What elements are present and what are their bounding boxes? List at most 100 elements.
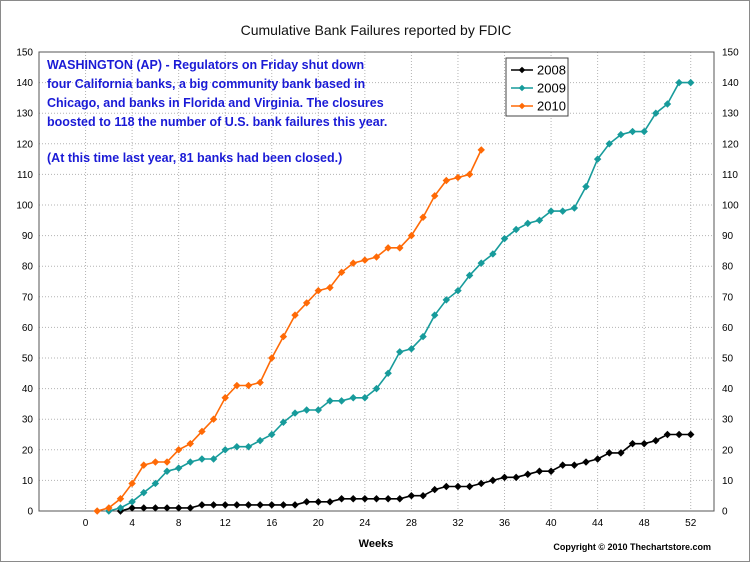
- data-point-2008: [174, 504, 183, 512]
- data-point-2009: [547, 207, 555, 215]
- data-point-2009: [663, 100, 672, 108]
- news-annotation: WASHINGTON (AP) - Regulators on Friday s…: [47, 58, 387, 165]
- data-point-2010: [384, 244, 392, 252]
- data-point-2010: [198, 427, 206, 436]
- y-tick-label-left: 90: [22, 231, 34, 242]
- data-point-2008: [361, 495, 369, 503]
- data-point-2010: [256, 378, 264, 387]
- data-point-2009: [256, 436, 264, 445]
- series-line-2010: [96, 149, 482, 512]
- data-point-2008: [686, 430, 695, 439]
- data-point-2009: [524, 219, 532, 228]
- data-point-2008: [140, 504, 148, 512]
- y-tick-label-right: 130: [722, 109, 739, 120]
- data-point-2009: [558, 207, 567, 215]
- y-tick-label-left: 120: [16, 139, 33, 150]
- data-point-2009: [221, 446, 229, 454]
- data-point-2008: [419, 491, 427, 500]
- data-point-2010: [477, 146, 485, 154]
- annotation-line: four California banks, a big community b…: [47, 77, 365, 91]
- data-point-2008: [256, 501, 264, 509]
- data-point-2008: [489, 476, 497, 485]
- data-point-2008: [337, 495, 346, 503]
- data-point-2010: [116, 495, 125, 503]
- data-point-2009: [640, 127, 648, 136]
- data-point-2009: [186, 458, 195, 466]
- y-tick-label-left: 70: [22, 292, 34, 303]
- y-tick-label-right: 10: [722, 476, 734, 487]
- data-point-2008: [186, 504, 195, 512]
- legend-label-2008: 2008: [537, 63, 566, 78]
- data-point-2009: [151, 479, 160, 488]
- y-tick-label-right: 60: [722, 323, 734, 334]
- copyright-text: Copyright © 2010 Thechartstore.com: [553, 542, 711, 552]
- x-tick-label: 32: [452, 518, 464, 529]
- x-tick-label: 20: [313, 518, 325, 529]
- data-point-2009: [430, 311, 439, 319]
- data-point-2010: [419, 213, 427, 221]
- data-point-2008: [628, 439, 637, 448]
- data-point-2009: [174, 464, 183, 472]
- data-point-2008: [209, 501, 218, 509]
- y-tick-label-left: 40: [22, 384, 34, 395]
- y-tick-label-right: 20: [722, 445, 734, 456]
- data-point-2010: [361, 256, 369, 264]
- data-point-2010: [372, 253, 381, 261]
- data-point-2010: [221, 394, 229, 402]
- data-point-2008: [163, 504, 171, 512]
- x-tick-label: 36: [499, 518, 511, 529]
- y-tick-label-left: 30: [22, 415, 34, 426]
- data-point-2009: [163, 467, 171, 475]
- data-point-2010: [430, 192, 439, 200]
- x-tick-label: 44: [592, 518, 604, 529]
- x-tick-label: 48: [639, 518, 651, 529]
- y-tick-label-right: 110: [722, 170, 738, 181]
- data-point-2008: [593, 455, 602, 463]
- data-point-2009: [442, 296, 451, 304]
- data-point-2008: [465, 482, 474, 491]
- annotation-line: boosted to 118 the number of U.S. bank f…: [47, 115, 387, 129]
- data-point-2009: [291, 409, 299, 417]
- x-tick-label: 28: [406, 518, 418, 529]
- data-point-2008: [617, 449, 625, 457]
- data-point-2010: [396, 244, 404, 252]
- data-point-2008: [454, 482, 462, 491]
- data-point-2009: [419, 332, 427, 341]
- data-point-2008: [640, 439, 648, 448]
- x-axis-label: Weeks: [359, 538, 394, 550]
- data-point-2009: [454, 286, 462, 295]
- data-point-2009: [372, 384, 381, 393]
- legend: 2008 2009 2010: [505, 57, 569, 117]
- data-point-2009: [593, 155, 602, 163]
- y-tick-label-right: 90: [722, 231, 734, 242]
- data-point-2009: [465, 271, 474, 280]
- data-point-2010: [151, 458, 160, 466]
- x-tick-label: 16: [266, 518, 278, 529]
- x-tick-label: 8: [176, 518, 182, 529]
- data-point-2010: [163, 458, 171, 466]
- y-tick-label-right: 40: [722, 384, 734, 395]
- data-point-2009: [140, 488, 148, 497]
- data-point-2009: [361, 394, 369, 402]
- y-tick-label-left: 10: [22, 476, 34, 487]
- data-point-2008: [396, 495, 404, 503]
- data-point-2010: [337, 268, 346, 277]
- x-tick-label: 12: [220, 518, 232, 529]
- data-point-2010: [186, 439, 195, 448]
- data-point-2009: [349, 394, 357, 402]
- y-tick-label-left: 0: [27, 507, 33, 518]
- data-point-2010: [454, 173, 462, 182]
- y-tick-label-right: 100: [722, 201, 739, 212]
- data-point-2010: [291, 311, 299, 319]
- legend-marker-2010: [518, 102, 526, 110]
- x-tick-label: 4: [129, 518, 135, 529]
- y-tick-label-left: 100: [16, 201, 33, 212]
- data-point-2010: [233, 381, 241, 390]
- plot-area-border: [38, 51, 715, 512]
- data-point-2009: [396, 348, 404, 356]
- data-point-2010: [326, 283, 334, 292]
- data-point-2010: [442, 176, 451, 185]
- y-tick-label-left: 140: [16, 78, 33, 89]
- data-point-2008: [675, 430, 683, 439]
